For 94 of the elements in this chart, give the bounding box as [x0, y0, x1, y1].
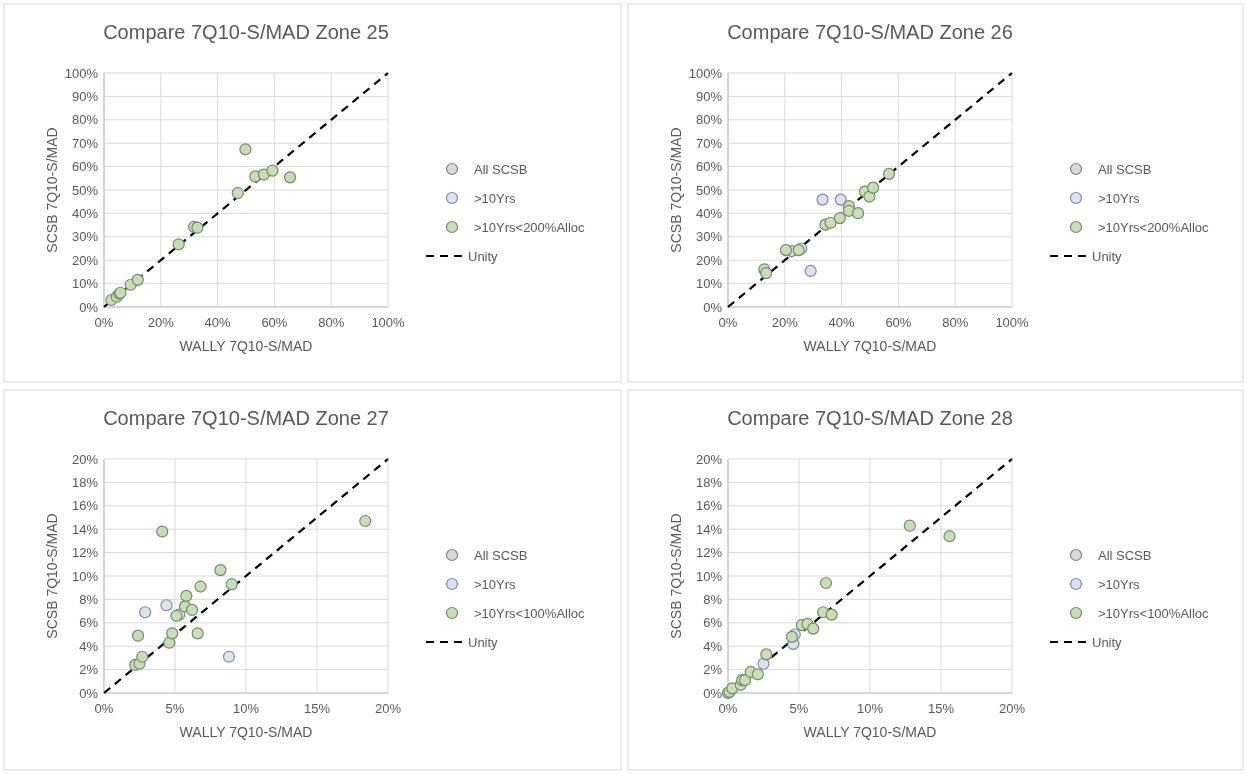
legend-label: All SCSB	[1098, 162, 1152, 177]
x-tick-label: 0%	[94, 315, 114, 330]
y-tick-label: 20%	[71, 252, 99, 268]
chart-title: Compare 7Q10-S/MAD Zone 25	[103, 21, 389, 43]
y-tick-label: 10%	[71, 276, 99, 292]
y-tick-label: 50%	[71, 182, 99, 198]
x-tick-label: 5%	[165, 701, 185, 716]
x-tick-label: 20%	[374, 701, 402, 716]
legend-label: >10Yrs	[474, 191, 517, 206]
x-tick-label: 20%	[771, 315, 799, 330]
y-tick-label: 90%	[695, 88, 723, 104]
y-tick-label: 100%	[64, 65, 99, 81]
y-axis-title: SCSB 7Q10-S/MAD	[668, 513, 684, 639]
y-tick-label: 40%	[71, 205, 99, 221]
x-tick-label: 5%	[789, 701, 809, 716]
x-axis-title: WALLY 7Q10-S/MAD	[803, 338, 937, 354]
y-tick-label: 8%	[703, 591, 723, 607]
x-tick-label: 10%	[856, 701, 884, 716]
y-tick-label: 0%	[703, 685, 723, 701]
y-tick-label: 10%	[695, 276, 723, 292]
y-tick-label: 18%	[695, 474, 723, 490]
y-tick-label: 20%	[71, 451, 99, 467]
y-tick-label: 6%	[79, 615, 99, 631]
y-tick-label: 50%	[695, 182, 723, 198]
y-tick-label: 20%	[695, 252, 723, 268]
y-tick-label: 10%	[71, 568, 99, 584]
chart-title: Compare 7Q10-S/MAD Zone 28	[727, 407, 1013, 429]
legend-label: All SCSB	[474, 548, 528, 563]
x-tick-label: 0%	[718, 315, 738, 330]
y-tick-label: 80%	[695, 112, 723, 128]
x-tick-label: 60%	[885, 315, 912, 330]
x-tick-label: 40%	[204, 315, 232, 330]
y-tick-label: 70%	[71, 135, 99, 151]
y-tick-label: 80%	[71, 112, 99, 128]
x-tick-label: 80%	[942, 315, 969, 330]
x-tick-label: 100%	[995, 315, 1030, 330]
y-tick-label: 2%	[79, 662, 99, 678]
legend-label: >10Yrs<100%Alloc	[1098, 606, 1210, 621]
legend-label: Unity	[1092, 635, 1123, 650]
y-tick-label: 0%	[79, 299, 99, 315]
y-tick-label: 60%	[695, 159, 723, 175]
y-tick-label: 12%	[695, 545, 723, 561]
chart-title: Compare 7Q10-S/MAD Zone 27	[103, 407, 389, 429]
legend-label: >10Yrs<200%Alloc	[474, 220, 586, 235]
legend-label: All SCSB	[474, 162, 528, 177]
legend-label: >10Yrs	[1098, 577, 1141, 592]
y-tick-label: 20%	[695, 451, 723, 467]
x-axis-title: WALLY 7Q10-S/MAD	[179, 724, 313, 740]
legend-label: >10Yrs	[474, 577, 517, 592]
y-tick-label: 4%	[703, 638, 723, 654]
legend-label: All SCSB	[1098, 548, 1152, 563]
x-tick-label: 20%	[147, 315, 175, 330]
x-tick-label: 15%	[303, 701, 331, 716]
legend-label: >10Yrs<100%Alloc	[474, 606, 586, 621]
y-axis-title: SCSB 7Q10-S/MAD	[668, 127, 684, 253]
y-tick-label: 30%	[71, 229, 99, 245]
y-axis-title: SCSB 7Q10-S/MAD	[44, 127, 60, 253]
x-axis-title: WALLY 7Q10-S/MAD	[179, 338, 313, 354]
y-tick-label: 10%	[695, 568, 723, 584]
x-axis-title: WALLY 7Q10-S/MAD	[803, 724, 937, 740]
x-tick-label: 100%	[371, 315, 406, 330]
y-tick-label: 40%	[695, 205, 723, 221]
x-tick-label: 10%	[232, 701, 260, 716]
x-tick-label: 15%	[927, 701, 955, 716]
y-tick-label: 4%	[79, 638, 99, 654]
y-tick-label: 0%	[79, 685, 99, 701]
x-tick-label: 0%	[718, 701, 738, 716]
y-tick-label: 18%	[71, 474, 99, 490]
y-tick-label: 14%	[695, 521, 723, 537]
y-tick-label: 30%	[695, 229, 723, 245]
legend-label: Unity	[1092, 249, 1123, 264]
y-tick-label: 12%	[71, 545, 99, 561]
y-tick-label: 14%	[71, 521, 99, 537]
x-tick-label: 20%	[998, 701, 1026, 716]
y-tick-label: 6%	[703, 615, 723, 631]
y-tick-label: 16%	[71, 498, 99, 514]
y-tick-label: 8%	[79, 591, 99, 607]
legend-label: Unity	[468, 635, 499, 650]
x-tick-label: 0%	[94, 701, 114, 716]
y-axis-title: SCSB 7Q10-S/MAD	[44, 513, 60, 639]
x-tick-label: 80%	[318, 315, 345, 330]
x-tick-label: 60%	[261, 315, 288, 330]
legend-label: Unity	[468, 249, 499, 264]
legend-label: >10Yrs<200%Alloc	[1098, 220, 1210, 235]
y-tick-label: 90%	[71, 88, 99, 104]
y-tick-label: 16%	[695, 498, 723, 514]
chart-title: Compare 7Q10-S/MAD Zone 26	[727, 21, 1013, 43]
x-tick-label: 40%	[828, 315, 856, 330]
y-tick-label: 60%	[71, 159, 99, 175]
y-tick-label: 2%	[703, 662, 723, 678]
y-tick-label: 70%	[695, 135, 723, 151]
legend-label: >10Yrs	[1098, 191, 1141, 206]
y-tick-label: 100%	[688, 65, 723, 81]
y-tick-label: 0%	[703, 299, 723, 315]
